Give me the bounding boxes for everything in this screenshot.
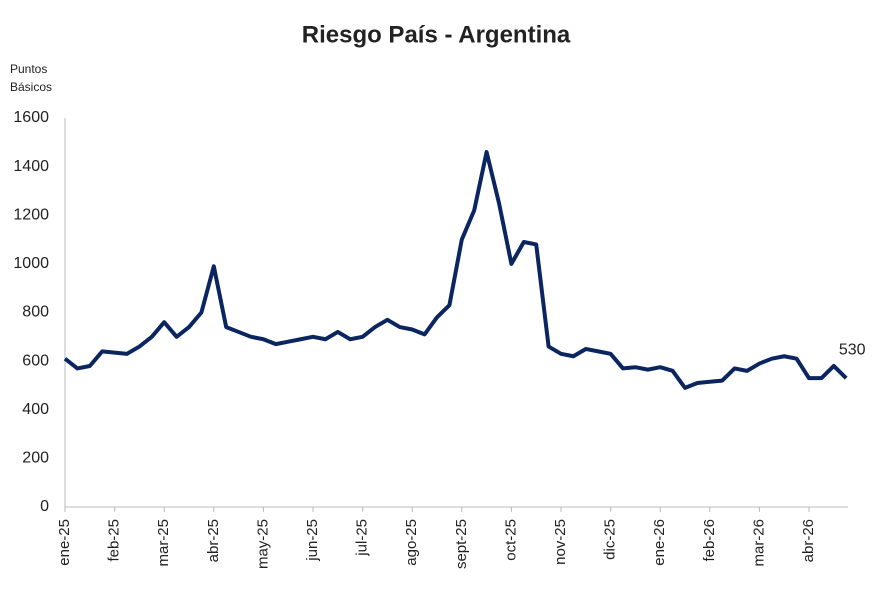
line-series <box>63 150 848 390</box>
y-tick-label: 1400 <box>13 158 49 175</box>
y-tick-label: 200 <box>22 450 49 467</box>
y-tick-label: 600 <box>22 352 49 369</box>
x-tick-label: dic-25 <box>602 519 619 560</box>
x-tick-label: abr-25 <box>205 519 222 562</box>
x-tick-label: mar-26 <box>750 519 767 567</box>
y-tick-label: 0 <box>40 498 49 515</box>
x-tick-label: feb-25 <box>106 519 123 562</box>
x-tick-label: ago-25 <box>403 519 420 566</box>
x-tick-label: nov-25 <box>552 519 569 565</box>
x-tick-label: jun-25 <box>304 519 321 562</box>
x-tick-label: abr-26 <box>800 519 817 562</box>
x-tick-label: ene-25 <box>56 519 73 566</box>
x-tick-label: jul-25 <box>354 519 371 557</box>
y-tick-label: 1000 <box>13 255 49 272</box>
y-axis-label: Puntos <box>10 62 47 76</box>
y-axis-label: Básicos <box>10 80 52 94</box>
x-tick-label: ene-26 <box>651 519 668 566</box>
x-tick-label: mar-25 <box>155 519 172 567</box>
x-tick-label: may-25 <box>254 519 271 569</box>
x-tick-label: sept-25 <box>453 519 470 569</box>
data-label: 530 <box>839 341 866 358</box>
y-tick-label: 400 <box>22 401 49 418</box>
chart-title: Riesgo País - Argentina <box>302 21 571 48</box>
y-tick-label: 800 <box>22 304 49 321</box>
x-tick-label: feb-26 <box>701 519 718 562</box>
y-tick-label: 1200 <box>13 206 49 223</box>
x-tick-label: oct-25 <box>502 519 519 561</box>
y-tick-label: 1600 <box>13 109 49 126</box>
